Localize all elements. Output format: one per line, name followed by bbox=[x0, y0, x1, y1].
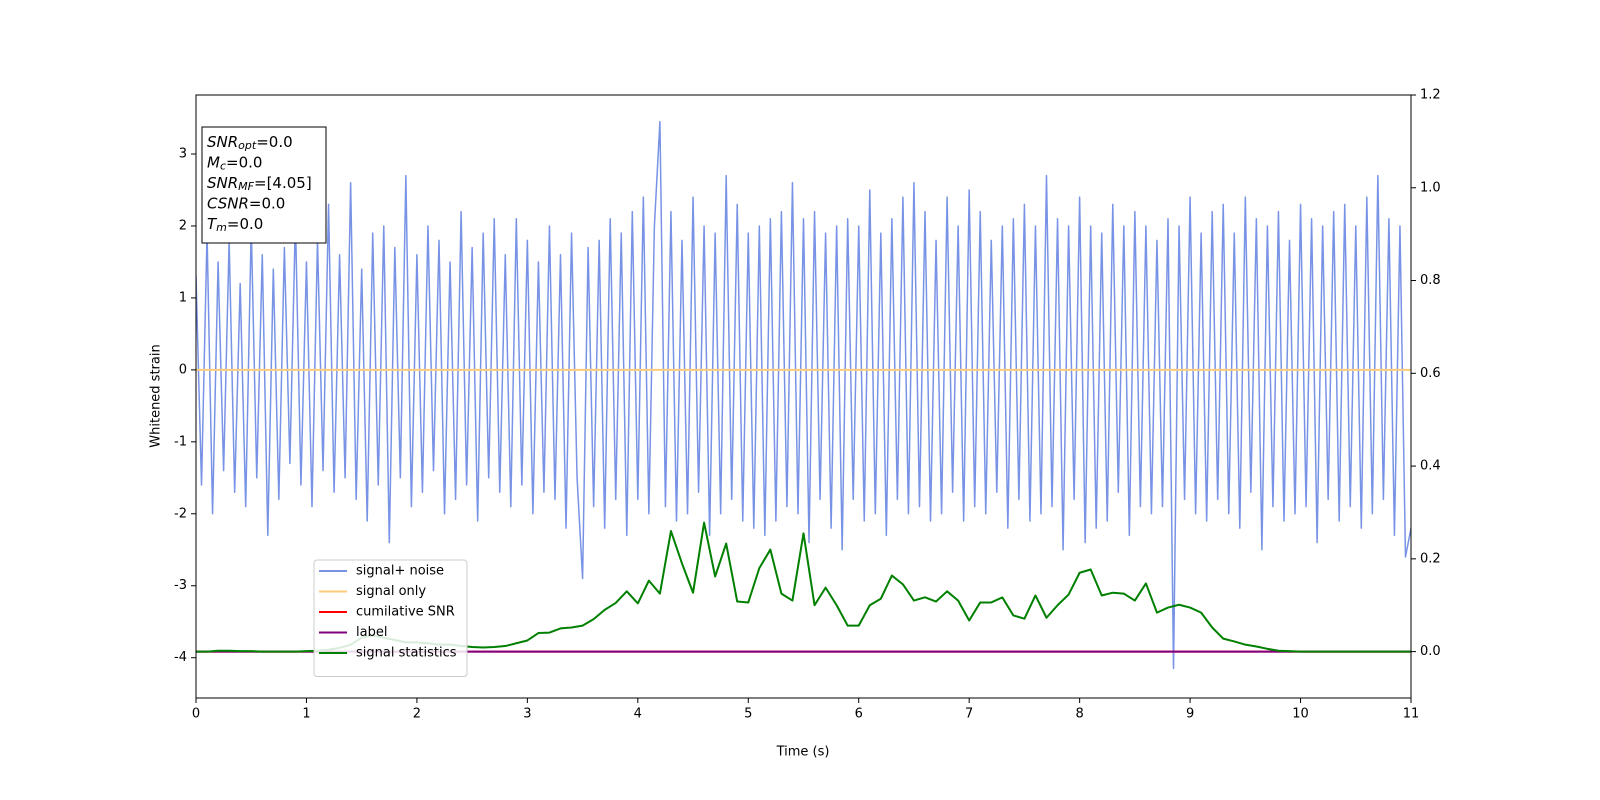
y2-tick-label: 1.0 bbox=[1420, 180, 1441, 195]
y-tick-label: 2 bbox=[179, 218, 187, 233]
y2-tick-label: 1.2 bbox=[1420, 88, 1441, 103]
y-tick-label: -3 bbox=[174, 578, 187, 593]
legend-box bbox=[313, 559, 468, 677]
annotation-value: =[4.05] bbox=[254, 174, 312, 192]
x-tick-label: 7 bbox=[965, 707, 973, 722]
plot-frame bbox=[195, 94, 1412, 699]
annotation-subscript: m bbox=[216, 221, 227, 234]
y2-tick-label: 0.6 bbox=[1420, 366, 1441, 381]
x-axis-label: Time (s) bbox=[776, 745, 830, 760]
y-axis-label: Whitened strain bbox=[149, 344, 164, 447]
y2-tick-label: 0.8 bbox=[1420, 273, 1441, 288]
x-tick-label: 9 bbox=[1186, 707, 1194, 722]
legend-label: signal only bbox=[356, 584, 426, 599]
legend-label: signal statistics bbox=[356, 646, 457, 661]
annotation-symbol: SNR bbox=[207, 174, 238, 192]
annotation-text: Tm=0.0 bbox=[207, 215, 263, 235]
x-tick-label: 10 bbox=[1292, 707, 1309, 722]
annotation-value: =0.0 bbox=[226, 153, 262, 171]
y2-tick-label: 0.0 bbox=[1420, 644, 1441, 659]
annotation-box bbox=[201, 126, 327, 244]
annotation-symbol: M bbox=[207, 153, 220, 171]
y-tick-label: -4 bbox=[174, 650, 187, 665]
y2-tick-label: 0.2 bbox=[1420, 551, 1441, 566]
legend-label: cumilative SNR bbox=[356, 605, 455, 620]
x-tick-label: 8 bbox=[1075, 707, 1083, 722]
legend-label: label bbox=[356, 625, 387, 640]
annotation-value: =0.0 bbox=[249, 194, 285, 212]
x-tick-label: 4 bbox=[634, 707, 642, 722]
annotation-text: SNRopt=0.0 bbox=[207, 133, 293, 153]
y-tick-label: -2 bbox=[174, 506, 187, 521]
x-tick-label: 2 bbox=[413, 707, 421, 722]
y-tick-label: 0 bbox=[179, 362, 187, 377]
y-tick-label: 3 bbox=[179, 147, 187, 162]
annotation-text: Mc=0.0 bbox=[207, 153, 262, 173]
annotation-symbol: CSNR bbox=[207, 194, 249, 212]
series-line bbox=[196, 120, 1411, 670]
x-tick-label: 5 bbox=[744, 707, 752, 722]
annotation-value: =0.0 bbox=[256, 133, 292, 151]
x-tick-label: 11 bbox=[1403, 707, 1420, 722]
annotation-value: =0.0 bbox=[227, 215, 263, 233]
annotation-text: SNRMF=[4.05] bbox=[207, 174, 312, 194]
annotation-subscript: opt bbox=[238, 139, 257, 152]
y-tick-label: -1 bbox=[174, 434, 187, 449]
y2-tick-label: 0.4 bbox=[1420, 459, 1441, 474]
annotation-symbol: SNR bbox=[207, 133, 238, 151]
x-tick-label: 0 bbox=[192, 707, 200, 722]
annotation-subscript: MF bbox=[238, 180, 254, 193]
x-tick-label: 3 bbox=[523, 707, 531, 722]
annotation-symbol: T bbox=[207, 215, 218, 233]
annotation-text: CSNR=0.0 bbox=[207, 194, 285, 212]
y-tick-label: 1 bbox=[179, 290, 187, 305]
x-tick-label: 6 bbox=[855, 707, 863, 722]
annotation-subscript: c bbox=[220, 160, 226, 173]
x-tick-label: 1 bbox=[302, 707, 310, 722]
legend-label: signal+ noise bbox=[356, 564, 444, 579]
